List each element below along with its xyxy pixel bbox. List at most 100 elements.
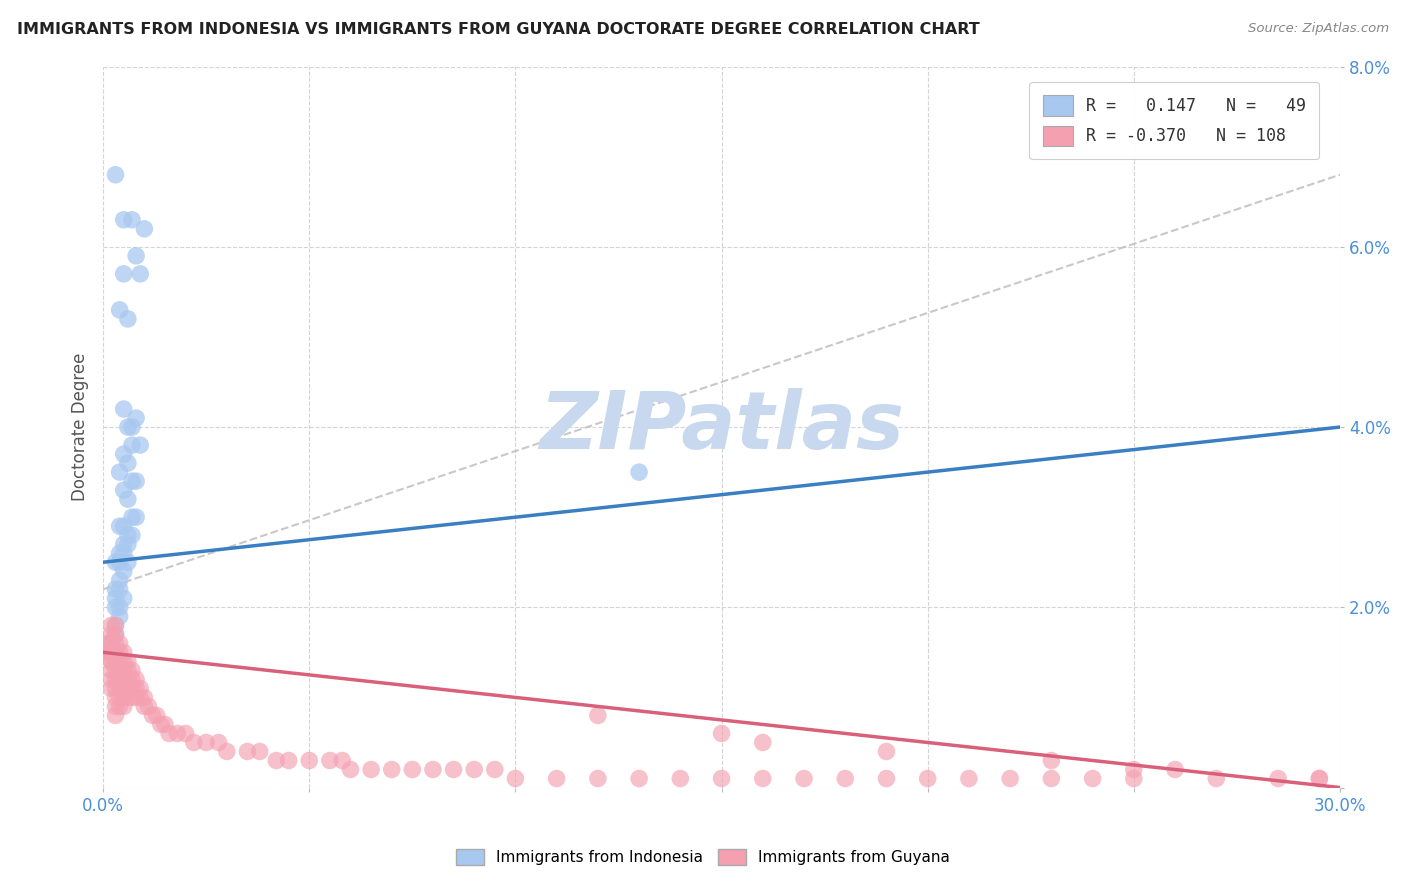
Point (1122, 772, 1144, 786)
Point (117, 664, 139, 678)
Point (183, 735, 205, 749)
Point (96, 636, 118, 650)
Point (108, 574, 131, 588)
Point (108, 690, 131, 705)
Point (236, 744, 259, 758)
Point (117, 673, 139, 687)
Point (117, 420, 139, 434)
Point (104, 681, 127, 696)
Point (112, 212, 135, 227)
Point (117, 654, 139, 668)
Point (145, 708, 167, 723)
Point (104, 664, 127, 678)
Point (957, 772, 980, 786)
Point (104, 168, 127, 182)
Point (108, 664, 131, 678)
Point (112, 564, 135, 578)
Point (134, 699, 156, 714)
Point (104, 600, 127, 615)
Point (104, 645, 127, 659)
Point (381, 763, 404, 777)
Point (121, 681, 143, 696)
Point (112, 447, 135, 461)
Point (104, 654, 127, 668)
Point (100, 636, 122, 650)
Point (117, 528, 139, 542)
Point (112, 537, 135, 551)
Point (104, 555, 127, 569)
Point (586, 772, 609, 786)
Point (484, 763, 506, 777)
Point (125, 510, 148, 524)
Point (998, 772, 1021, 786)
Point (108, 636, 131, 650)
Point (1308, 772, 1330, 786)
Point (121, 690, 143, 705)
Point (112, 654, 135, 668)
Point (195, 735, 218, 749)
Point (108, 699, 131, 714)
Point (134, 690, 156, 705)
Point (108, 681, 131, 696)
Point (443, 763, 465, 777)
Point (422, 763, 444, 777)
Point (142, 708, 165, 723)
Point (104, 636, 127, 650)
Text: Source: ZipAtlas.com: Source: ZipAtlas.com (1249, 22, 1389, 36)
Point (104, 582, 127, 597)
Point (100, 618, 122, 632)
Point (112, 699, 135, 714)
Point (112, 402, 135, 417)
Text: ZIPatlas: ZIPatlas (538, 388, 904, 466)
Point (134, 222, 156, 236)
Point (249, 744, 271, 758)
Point (117, 690, 139, 705)
Point (104, 618, 127, 632)
Point (628, 772, 651, 786)
Point (104, 708, 127, 723)
Point (546, 772, 568, 786)
Point (100, 664, 122, 678)
Point (117, 312, 139, 326)
Point (710, 772, 733, 786)
Point (319, 754, 342, 768)
Point (129, 681, 152, 696)
Point (108, 302, 131, 317)
Point (125, 673, 148, 687)
Point (505, 772, 527, 786)
Point (117, 537, 139, 551)
Point (108, 465, 131, 479)
Point (112, 690, 135, 705)
Point (298, 754, 321, 768)
Point (117, 555, 139, 569)
Point (917, 772, 939, 786)
Point (1040, 754, 1063, 768)
Point (108, 519, 131, 533)
Point (108, 645, 131, 659)
Point (586, 708, 609, 723)
Point (121, 420, 143, 434)
Point (100, 654, 122, 668)
Point (112, 681, 135, 696)
Point (121, 212, 143, 227)
Point (129, 438, 152, 452)
Point (125, 690, 148, 705)
Point (125, 681, 148, 696)
Point (104, 645, 127, 659)
Point (112, 546, 135, 560)
Point (121, 438, 143, 452)
Point (100, 654, 122, 668)
Point (166, 726, 188, 740)
Point (121, 474, 143, 488)
Point (875, 744, 897, 758)
Point (100, 627, 122, 641)
Point (157, 726, 180, 740)
Point (793, 772, 815, 786)
Point (330, 754, 353, 768)
Point (112, 673, 135, 687)
Point (138, 699, 160, 714)
Point (129, 267, 152, 281)
Point (117, 681, 139, 696)
Point (125, 474, 148, 488)
Point (104, 627, 127, 641)
